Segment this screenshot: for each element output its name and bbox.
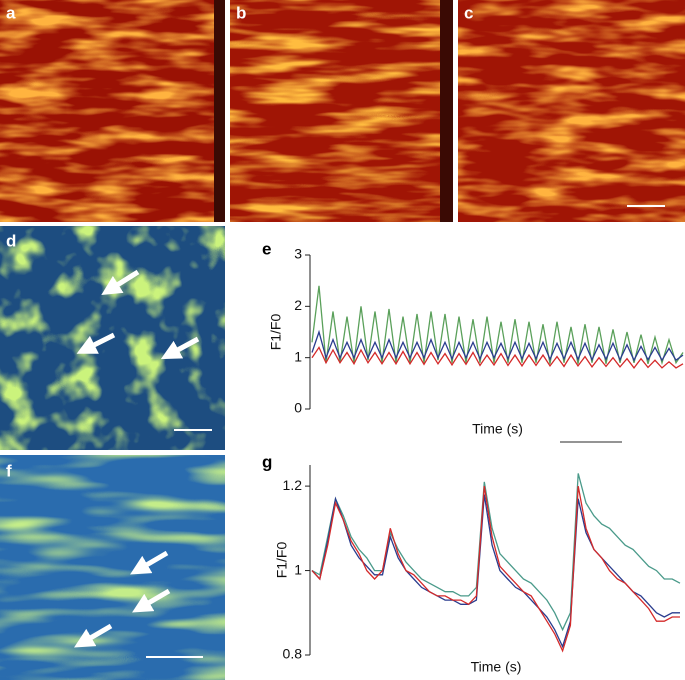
x-axis-label: Time (s)	[472, 421, 523, 437]
panel-label: d	[6, 231, 16, 250]
series-line	[311, 494, 680, 649]
panel-label: e	[262, 239, 271, 258]
panel-label: f	[6, 461, 12, 480]
y-tick-label: 1	[294, 561, 302, 577]
series-line	[311, 473, 681, 632]
panel-label: c	[464, 3, 473, 22]
image-c	[458, 0, 685, 222]
y-tick-label: 1	[294, 348, 302, 364]
image-f	[0, 455, 225, 680]
y-tick-label: 0.8	[283, 646, 303, 662]
image-d	[0, 226, 225, 450]
panel-label: a	[6, 3, 16, 22]
y-tick-label: 1.2	[283, 477, 303, 493]
y-tick-label: 0	[294, 400, 302, 416]
y-axis-label: F1/F0	[274, 542, 290, 579]
series-line	[311, 285, 684, 366]
y-tick-label: 3	[294, 246, 302, 262]
y-tick-label: 2	[294, 297, 302, 313]
series-line	[311, 485, 680, 653]
series-line	[311, 346, 684, 369]
series-line	[311, 329, 684, 362]
panel-label: b	[236, 3, 246, 22]
panel-label: g	[262, 452, 272, 471]
x-axis-label: Time (s)	[471, 659, 522, 675]
image-a	[0, 0, 225, 222]
y-axis-label: F1/F0	[268, 314, 284, 351]
image-b	[230, 0, 453, 222]
